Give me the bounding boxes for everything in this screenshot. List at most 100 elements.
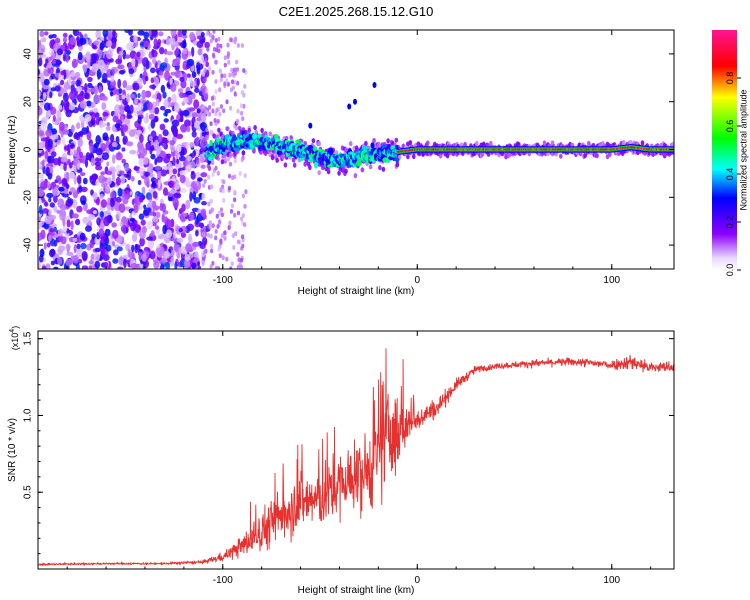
noise-blob xyxy=(170,144,176,153)
noise-blob xyxy=(179,92,185,99)
noise-blob xyxy=(155,156,163,163)
noise-blob xyxy=(50,73,56,80)
noise-blob xyxy=(196,159,200,165)
noise-blob xyxy=(217,210,221,216)
noise-blob xyxy=(122,80,128,89)
trace-halo xyxy=(326,169,331,175)
noise-blob xyxy=(202,183,206,188)
noise-blob xyxy=(155,165,162,171)
noise-blob xyxy=(61,192,70,198)
noise-blob xyxy=(211,101,215,107)
spectrogram-marks xyxy=(38,30,674,269)
noise-blob xyxy=(227,173,232,179)
noise-blob xyxy=(56,109,62,119)
noise-blob xyxy=(101,72,108,83)
noise-blob xyxy=(82,177,88,185)
noise-blob xyxy=(102,254,110,261)
noise-blob xyxy=(115,58,123,65)
trace-halo xyxy=(378,165,382,171)
noise-blob xyxy=(159,123,166,131)
noise-blob xyxy=(47,155,55,164)
noise-blob xyxy=(57,198,65,209)
noise-blob xyxy=(42,37,47,43)
noise-blob xyxy=(39,248,45,258)
noise-blob xyxy=(52,114,56,122)
noise-blob xyxy=(239,264,243,269)
noise-blob xyxy=(108,32,113,39)
noise-blob xyxy=(184,258,191,269)
noise-blob xyxy=(220,212,224,218)
noise-blob xyxy=(225,256,229,262)
noise-blob xyxy=(151,49,158,58)
noise-blob xyxy=(211,172,215,177)
noise-blob xyxy=(38,44,46,55)
noise-blob xyxy=(145,90,152,98)
noise-blob xyxy=(148,163,153,170)
noise-blob xyxy=(182,109,190,117)
noise-blob xyxy=(185,164,192,173)
noise-blob xyxy=(40,229,46,240)
trace-halo xyxy=(408,140,413,146)
trace-halo xyxy=(372,137,376,144)
noise-blob xyxy=(72,30,79,37)
noise-blob xyxy=(152,216,159,223)
trace-blob xyxy=(252,133,258,140)
noise-blob xyxy=(232,245,236,250)
noise-blob xyxy=(65,199,73,207)
noise-blob xyxy=(109,191,116,200)
noise-blob xyxy=(172,168,178,175)
noise-blob xyxy=(226,156,231,162)
y-tick-label: 40 xyxy=(23,48,34,60)
noise-blob xyxy=(204,109,209,115)
snr-multiplier-base: (x10 xyxy=(10,333,20,351)
noise-blob xyxy=(102,111,109,117)
noise-blob xyxy=(145,141,152,151)
noise-blob xyxy=(214,235,218,241)
noise-blob xyxy=(227,225,231,231)
noise-blob xyxy=(214,79,218,84)
noise-blob xyxy=(82,64,87,73)
noise-blob xyxy=(162,91,167,99)
colorbar-tick-label: 0.8 xyxy=(725,72,735,85)
noise-blob xyxy=(65,184,70,189)
noise-blob xyxy=(241,213,245,219)
noise-blob xyxy=(53,158,60,166)
noise-blob xyxy=(38,89,41,99)
noise-blob xyxy=(148,30,152,37)
noise-blob xyxy=(208,225,212,230)
stray-point xyxy=(353,98,357,105)
trace-blob xyxy=(232,134,237,142)
trace-halo xyxy=(395,162,400,168)
noise-blob xyxy=(184,253,190,261)
trace-blob xyxy=(295,139,301,144)
noise-blob xyxy=(120,174,125,185)
noise-blob xyxy=(95,135,101,145)
noise-blob xyxy=(110,40,117,49)
noise-blob xyxy=(202,91,206,96)
noise-blob xyxy=(152,191,158,199)
noise-blob xyxy=(67,75,72,86)
noise-blob xyxy=(162,224,167,235)
trace-halo xyxy=(348,141,353,147)
noise-blob xyxy=(102,30,109,38)
noise-blob xyxy=(173,102,180,113)
noise-blob xyxy=(229,105,233,111)
noise-blob xyxy=(137,265,141,269)
noise-blob xyxy=(126,42,132,51)
noise-blob xyxy=(134,243,139,254)
noise-blob xyxy=(207,201,211,207)
noise-blob xyxy=(111,68,115,76)
noise-blob xyxy=(61,177,68,187)
noise-blob xyxy=(57,228,64,237)
noise-blob xyxy=(85,225,92,232)
noise-blob xyxy=(121,147,126,152)
noise-blob xyxy=(236,239,241,245)
noise-blob xyxy=(53,226,57,232)
noise-blob xyxy=(217,246,221,252)
trace-halo xyxy=(595,153,599,159)
noise-blob xyxy=(91,66,97,72)
noise-blob xyxy=(46,181,51,190)
noise-blob xyxy=(115,196,122,203)
noise-blob xyxy=(163,112,168,117)
